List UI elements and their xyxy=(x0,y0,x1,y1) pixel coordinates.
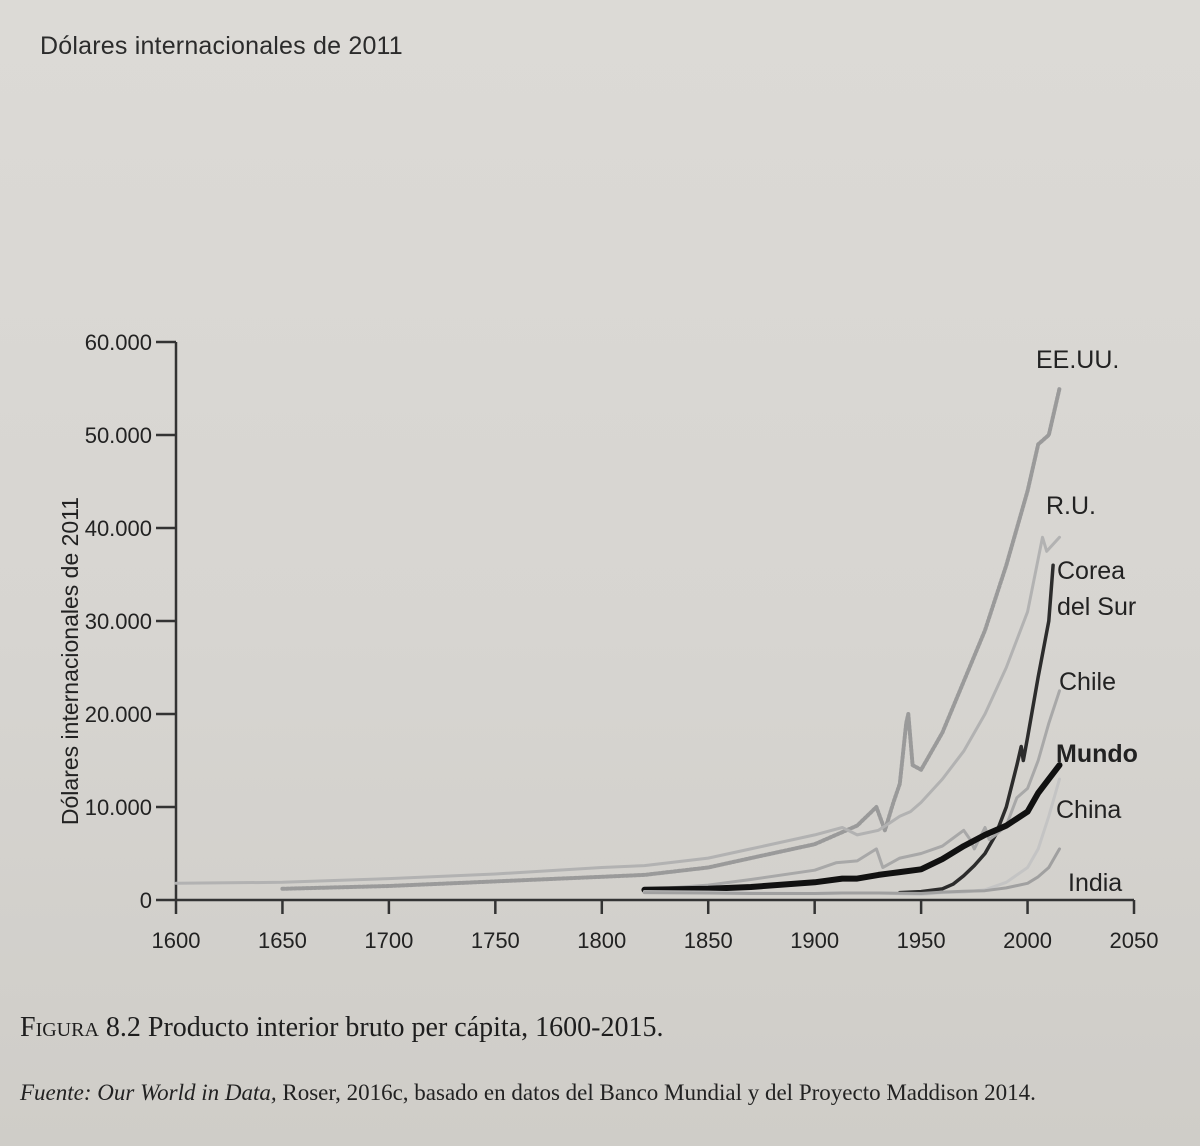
series-line-ee-uu- xyxy=(280,386,1062,891)
x-tick-label: 1750 xyxy=(471,928,520,953)
x-tick-label: 1900 xyxy=(790,928,839,953)
figure-caption-text: Producto interior bruto per cápita, 1600… xyxy=(147,1012,664,1043)
x-tick-label: 2050 xyxy=(1110,928,1159,953)
series-label-corea-del-sur: Corea xyxy=(1057,557,1125,585)
series-label-corea-del-sur: del Sur xyxy=(1057,593,1136,621)
series-label-india: India xyxy=(1068,869,1122,897)
chart-plot-area xyxy=(174,386,1063,896)
y-tick-label: 30.000 xyxy=(85,609,152,634)
chart-series-labels: EE.UU. R.U. Corea del Sur Chile Mundo China Ind… xyxy=(1036,346,1138,897)
x-tick-label: 1850 xyxy=(684,928,733,953)
figure-label: Figura 8.2 xyxy=(20,1012,141,1043)
series-label-ee-uu-: EE.UU. xyxy=(1036,346,1119,374)
x-tick-label: 1650 xyxy=(258,928,307,953)
y-axis-label: Dólares internacionales de 2011 xyxy=(57,497,83,825)
series-label-mundo: Mundo xyxy=(1056,740,1138,768)
x-tick-label: 1700 xyxy=(364,928,413,953)
x-tick-label: 2000 xyxy=(1003,928,1052,953)
y-tick-label: 20.000 xyxy=(85,702,152,727)
figure-caption: Figura 8.2 Producto interior bruto per c… xyxy=(20,1012,663,1044)
figure-source: Fuente: Our World in Data, Roser, 2016c,… xyxy=(20,1080,1036,1106)
y-tick-label: 40.000 xyxy=(85,516,152,541)
series-line-r-u- xyxy=(174,535,1061,885)
y-tick-label: 10.000 xyxy=(85,795,152,820)
series-line-corea-del-sur xyxy=(898,563,1055,895)
source-title: Our World in Data, xyxy=(97,1080,277,1105)
chart-axes: 0 10.000 20.000 30.000 40.000 50.000 60.000 160… xyxy=(57,330,1158,953)
y-tick-label: 0 xyxy=(140,888,152,913)
series-label-china: China xyxy=(1056,796,1121,824)
x-tick-label: 1800 xyxy=(577,928,626,953)
page-title: Dólares internacionales de 2011 xyxy=(40,32,403,60)
y-tick-label: 60.000 xyxy=(85,330,152,355)
source-label: Fuente: xyxy=(20,1080,92,1105)
x-tick-label: 1950 xyxy=(897,928,946,953)
series-line-india xyxy=(642,847,1061,895)
series-line-mundo xyxy=(641,762,1063,893)
series-line-chile xyxy=(642,689,1061,892)
x-tick-label: 1600 xyxy=(152,928,201,953)
source-text: Roser, 2016c, basado en datos del Banco … xyxy=(282,1080,1036,1105)
y-tick-label: 50.000 xyxy=(85,423,152,448)
series-label-r-u-: R.U. xyxy=(1046,492,1096,520)
series-label-chile: Chile xyxy=(1059,668,1116,696)
